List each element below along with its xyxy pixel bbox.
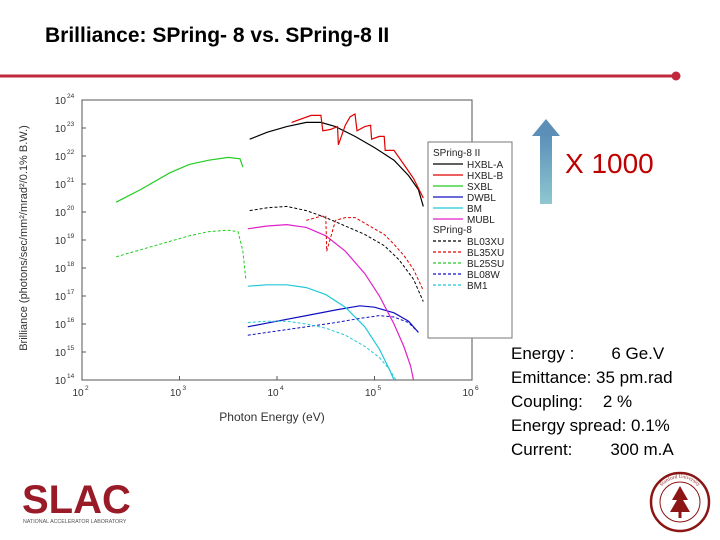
y-tick-label: 10	[55, 292, 67, 303]
legend-entry-label: SXBL	[467, 182, 493, 193]
y-tick-exponent: 23	[67, 121, 75, 128]
improvement-factor-label: X 1000	[565, 148, 654, 179]
y-tick-label: 10	[55, 348, 67, 359]
series-line-spring-8-ii-sxbl	[115, 156, 244, 203]
x-axis-ticks: 10 2 10 3 10 4 10 5 10 6	[72, 376, 479, 399]
y-tick-label: 10	[55, 264, 67, 275]
param-energy: Energy : 6 Ge.V	[511, 342, 674, 366]
series-line-spring-8-bl08w	[247, 315, 419, 336]
param-label: Emittance:	[511, 368, 592, 387]
legend: SPring-8 IIHXBL-AHXBL-BSXBLDWBLBMMUBLSPr…	[427, 141, 513, 339]
x-tick-exponent: 2	[85, 385, 89, 392]
legend-entry-label: BM1	[467, 281, 488, 292]
y-tick-exponent: 21	[67, 177, 75, 184]
y-tick-label: 10	[55, 124, 67, 135]
legend-entry-label: HXBL-A	[467, 160, 503, 171]
legend-entry-label: BL03XU	[467, 237, 504, 248]
stanford-seal: Stanford University	[649, 471, 711, 533]
series-line-spring-8-ii-dwbl	[247, 305, 419, 333]
improvement-arrow-head	[532, 119, 560, 136]
series-line-spring-8-bl03xu	[249, 205, 424, 302]
y-tick-exponent: 18	[67, 261, 75, 268]
y-tick-label: 10	[55, 236, 67, 247]
series-line-spring-8-bl25su	[115, 229, 247, 280]
series-line-spring-8-bl35xu	[306, 215, 424, 291]
legend-entry-label: BL25SU	[467, 259, 504, 270]
series-line-spring-8-bm1	[247, 320, 397, 381]
y-tick-exponent: 15	[67, 345, 75, 352]
legend-entry-label: BL08W	[467, 270, 500, 281]
param-value: 35 pm.rad	[596, 368, 673, 387]
y-tick-label: 10	[55, 208, 67, 219]
param-value: 2 %	[602, 392, 633, 411]
improvement-arrow-shaft	[540, 134, 552, 204]
legend-entry-label: DWBL	[467, 193, 496, 204]
legend-entry-label: BL35XU	[467, 248, 504, 259]
y-tick-exponent: 24	[67, 93, 75, 100]
slac-logo: SLAC NATIONAL ACCELERATOR LABORATORY	[22, 478, 131, 525]
x-axis-label: Photon Energy (eV)	[219, 410, 324, 424]
title-divider-dot	[671, 71, 681, 81]
x-tick-exponent: 4	[280, 385, 284, 392]
tree-icon	[670, 486, 690, 512]
machine-parameters: Energy : 6 Ge.V Emittance: 35 pm.rad Coup…	[511, 342, 674, 462]
series-line-spring-8-ii-bm	[247, 284, 395, 381]
x-tick-exponent: 6	[475, 385, 479, 392]
legend-entry-label: BM	[467, 204, 482, 215]
y-axis-label: Brilliance (photons/sec/mm²/mrad²/0.1% B…	[18, 125, 30, 351]
y-tick-exponent: 17	[67, 289, 75, 296]
y-tick-label: 10	[55, 320, 67, 331]
x-tick-exponent: 5	[378, 385, 382, 392]
param-value: 6 Ge.V	[611, 344, 665, 363]
y-tick-exponent: 16	[67, 317, 75, 324]
legend-entry-label: MUBL	[467, 215, 495, 226]
slide-title: Brilliance: SPring- 8 vs. SPring-8 II	[45, 24, 390, 47]
param-label: Energy :	[511, 344, 575, 363]
x-tick-exponent: 3	[183, 385, 187, 392]
y-tick-exponent: 14	[67, 373, 75, 380]
x-tick-label: 10	[170, 388, 182, 399]
x-tick-label: 10	[267, 388, 279, 399]
param-coupling: Coupling: 2 %	[511, 390, 674, 414]
series-layer	[115, 113, 424, 381]
x-tick-label: 10	[72, 388, 84, 399]
param-emittance: Emittance: 35 pm.rad	[511, 366, 674, 390]
y-tick-label: 10	[55, 180, 67, 191]
param-value: 300 m.A	[610, 440, 674, 459]
legend-group-title: SPring-8 II	[433, 148, 480, 159]
slac-logo-text: SLAC	[22, 478, 131, 522]
improvement-arrow	[532, 119, 560, 204]
y-tick-exponent: 22	[67, 149, 75, 156]
param-label: Energy spread:	[511, 416, 627, 435]
series-line-spring-8-ii-hxbl-a	[249, 121, 424, 207]
legend-group-title: SPring-8	[433, 225, 472, 236]
y-tick-label: 10	[55, 96, 67, 107]
param-label: Coupling:	[511, 392, 583, 411]
y-tick-label: 10	[55, 376, 67, 387]
title-divider	[0, 71, 681, 81]
param-value: 0.1%	[631, 416, 670, 435]
slac-logo-subtitle: NATIONAL ACCELERATOR LABORATORY	[23, 519, 127, 525]
legend-entry-label: HXBL-B	[467, 171, 503, 182]
param-label: Current:	[511, 440, 573, 459]
series-line-spring-8-ii-mubl	[247, 223, 415, 381]
x-tick-label: 10	[462, 388, 474, 399]
y-tick-exponent: 20	[67, 205, 75, 212]
x-tick-label: 10	[365, 388, 377, 399]
plot-frame	[81, 99, 473, 381]
param-energy-spread: Energy spread: 0.1%	[511, 414, 674, 438]
y-tick-exponent: 19	[67, 233, 75, 240]
y-tick-label: 10	[55, 152, 67, 163]
series-line-spring-8-ii-hxbl-b	[291, 113, 424, 199]
param-current: Current: 300 m.A	[511, 438, 674, 462]
